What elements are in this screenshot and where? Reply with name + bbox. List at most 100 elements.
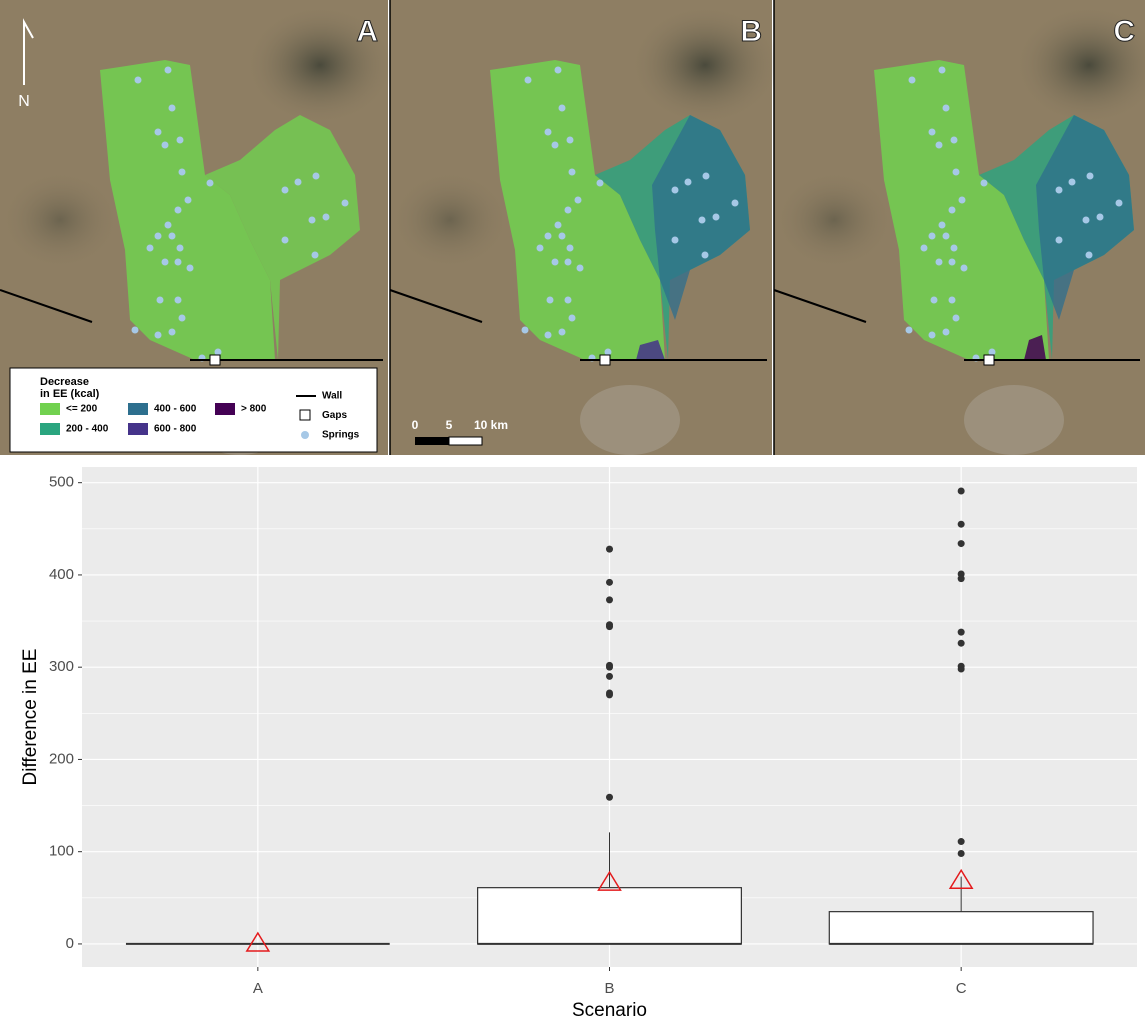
legend-swatch <box>128 423 148 435</box>
spring <box>177 245 184 252</box>
y-tick-label: 200 <box>49 750 74 767</box>
spring <box>939 67 946 74</box>
legend-label: Springs <box>322 430 360 441</box>
spring <box>672 237 679 244</box>
spring <box>282 237 289 244</box>
y-tick-label: 300 <box>49 658 74 675</box>
legend-label: > 800 <box>241 404 267 415</box>
spring <box>943 329 950 336</box>
spring <box>951 245 958 252</box>
spring <box>702 252 709 259</box>
spring <box>605 349 612 356</box>
scale-bar <box>449 437 482 445</box>
spring <box>906 327 913 334</box>
outlier <box>958 838 965 845</box>
map-panel: B <box>390 0 780 455</box>
outlier <box>606 623 613 630</box>
box <box>478 888 742 944</box>
spring <box>921 245 928 252</box>
spring <box>1056 187 1063 194</box>
figure: ABCNDecreasein EE (kcal)<= 200200 - 4004… <box>0 0 1145 1022</box>
outlier <box>606 673 613 680</box>
spring <box>155 129 162 136</box>
outlier <box>606 579 613 586</box>
spring <box>959 197 966 204</box>
spring <box>949 207 956 214</box>
spring <box>685 179 692 186</box>
spring <box>939 222 946 229</box>
outlier <box>606 596 613 603</box>
box <box>829 912 1093 944</box>
spring <box>567 137 574 144</box>
spring <box>309 217 316 224</box>
spring <box>522 327 529 334</box>
outlier <box>958 487 965 494</box>
spring <box>135 77 142 84</box>
legend-swatch <box>40 403 60 415</box>
spring <box>312 252 319 259</box>
legend-label: Gaps <box>322 410 347 421</box>
spring <box>169 233 176 240</box>
spring <box>569 169 576 176</box>
outlier <box>606 794 613 801</box>
spring <box>165 67 172 74</box>
panel-label: A <box>356 15 378 48</box>
spring <box>185 197 192 204</box>
spring <box>565 297 572 304</box>
spring <box>949 297 956 304</box>
town <box>580 385 680 455</box>
legend-label: <= 200 <box>66 404 98 415</box>
spring <box>555 222 562 229</box>
spring <box>1097 214 1104 221</box>
spring <box>597 180 604 187</box>
spring <box>713 214 720 221</box>
spring <box>559 233 566 240</box>
spring <box>132 327 139 334</box>
outlier <box>606 664 613 671</box>
spring <box>567 245 574 252</box>
spring <box>157 297 164 304</box>
legend-label: 400 - 600 <box>154 404 197 415</box>
spring <box>953 315 960 322</box>
spring <box>552 142 559 149</box>
spring <box>672 187 679 194</box>
spring <box>179 169 186 176</box>
gap <box>984 355 994 365</box>
spring <box>555 67 562 74</box>
outlier <box>958 540 965 547</box>
spring <box>215 349 222 356</box>
spring <box>929 129 936 136</box>
spring <box>155 233 162 240</box>
maps: ABCNDecreasein EE (kcal)<= 200200 - 4004… <box>0 0 1145 455</box>
spring <box>207 180 214 187</box>
spring <box>147 245 154 252</box>
spring <box>162 142 169 149</box>
x-axis-title: Scenario <box>572 1000 647 1021</box>
spring <box>569 315 576 322</box>
spring <box>552 259 559 266</box>
outlier <box>958 850 965 857</box>
scale-bar <box>415 437 449 445</box>
spring <box>1069 179 1076 186</box>
mountain <box>774 170 894 270</box>
outlier <box>958 521 965 528</box>
spring <box>559 105 566 112</box>
outlier <box>606 546 613 553</box>
x-tick-label: C <box>956 980 967 997</box>
town <box>964 385 1064 455</box>
legend-title: Decrease <box>40 376 89 388</box>
spring <box>732 200 739 207</box>
scale-label: 10 km <box>474 418 508 432</box>
legend-label: 200 - 400 <box>66 424 109 435</box>
y-tick-label: 100 <box>49 843 74 860</box>
gap <box>210 355 220 365</box>
spring <box>1056 237 1063 244</box>
legend-label: 600 - 800 <box>154 424 197 435</box>
outlier <box>958 666 965 673</box>
spring <box>295 179 302 186</box>
spring <box>703 173 710 180</box>
outlier <box>958 640 965 647</box>
legend-swatch <box>40 423 60 435</box>
spring <box>323 214 330 221</box>
scale-label: 5 <box>446 418 453 432</box>
